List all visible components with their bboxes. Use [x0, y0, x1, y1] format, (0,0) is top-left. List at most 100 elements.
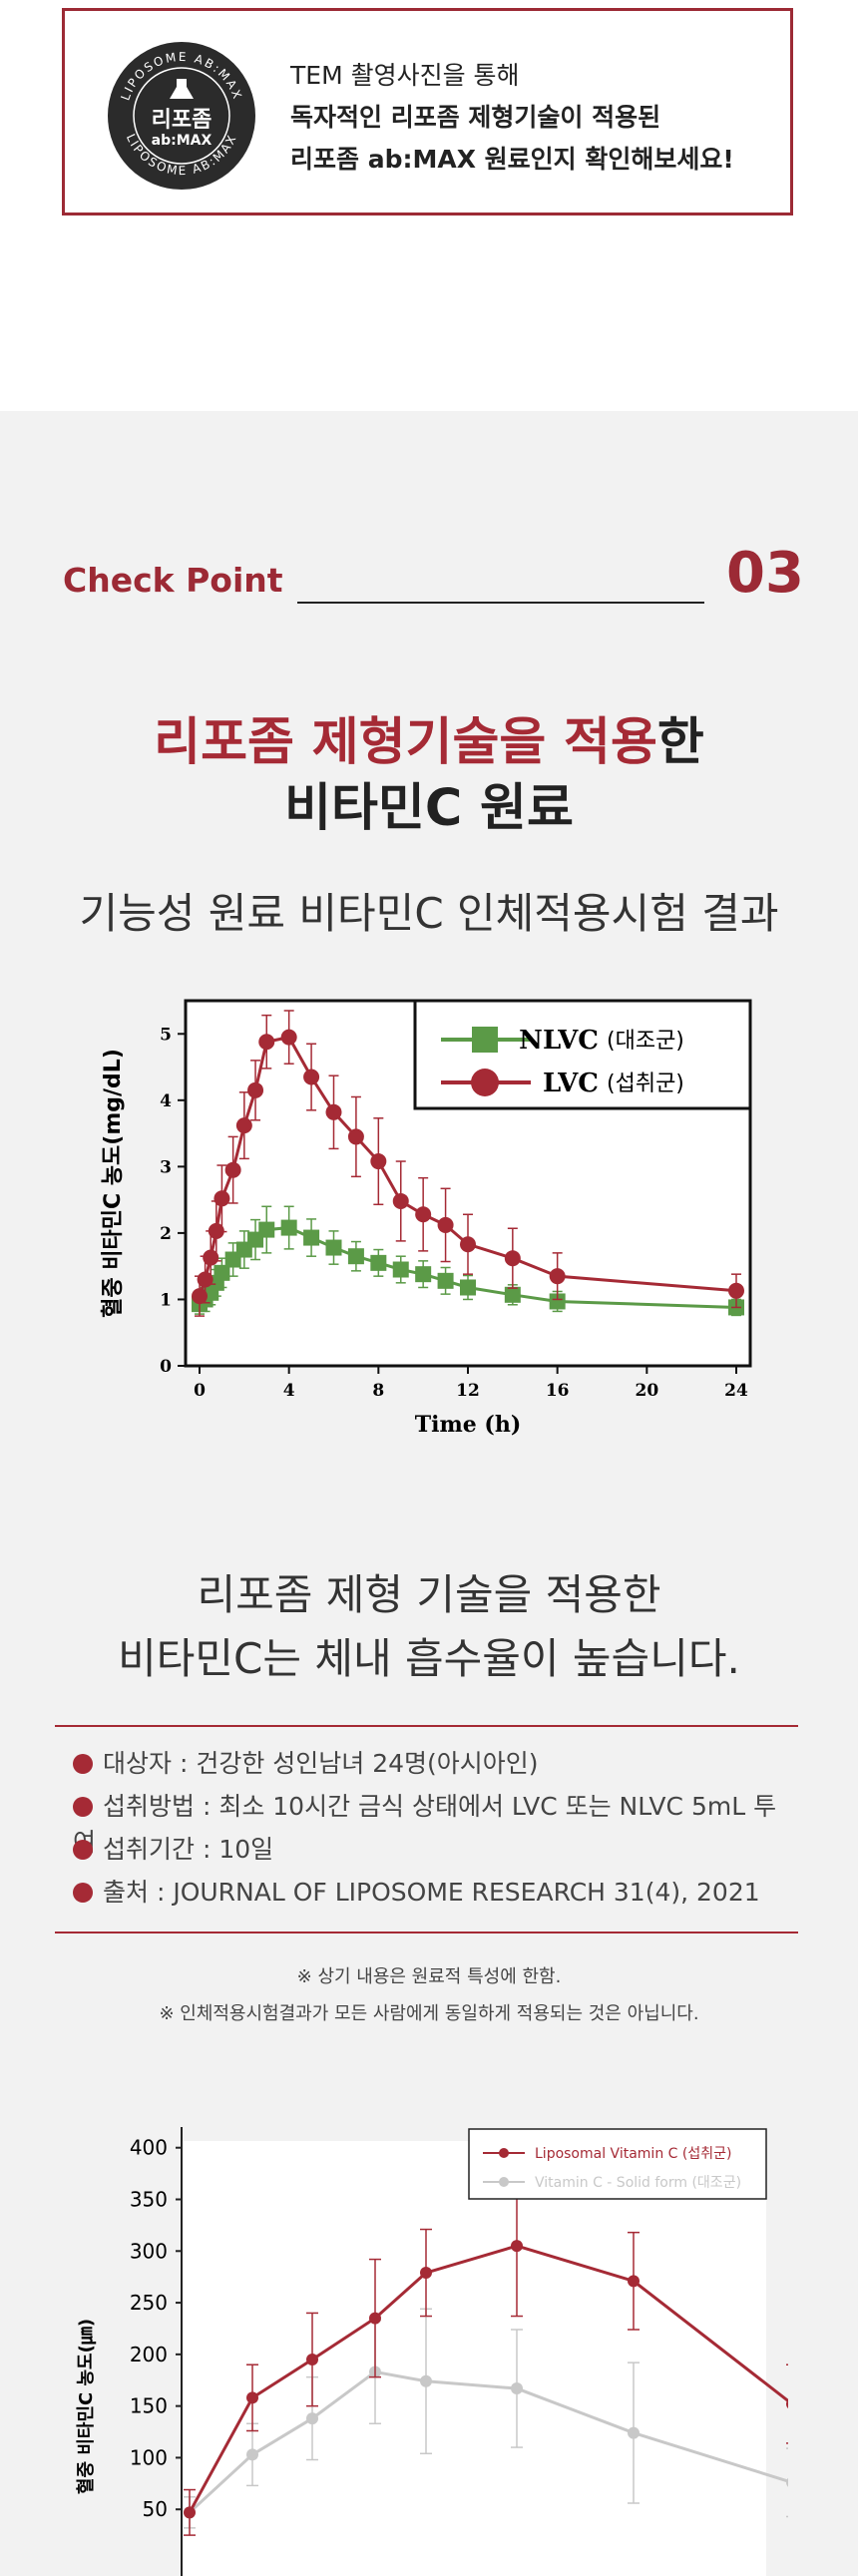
- info-row-subjects: 대상자 : 건강한 성인남녀 24명(아시아인): [73, 1744, 539, 1778]
- data-point-lvc: [347, 1128, 364, 1145]
- bullet-dot: [73, 1840, 93, 1860]
- data-point: [511, 2382, 523, 2395]
- data-point: [369, 2312, 381, 2325]
- data-point-nlvc: [460, 1279, 476, 1296]
- y-tick-label: 350: [130, 2188, 168, 2212]
- check-point-section: Check Point 03 리포좀 제형기술을 적용한 비타민C 원료 기능성…: [0, 411, 858, 2576]
- y-tick-label: 300: [130, 2239, 168, 2263]
- legend-marker: [499, 2148, 509, 2158]
- data-point-lvc: [415, 1206, 432, 1223]
- info-row-method: 섭취방법 : 최소 10시간 금식 상태에서 LVC 또는 NLVC 5mL 투…: [73, 1787, 798, 1857]
- subheadline: 기능성 원료 비타민C 인체적용시험 결과: [79, 889, 779, 938]
- bullet-dot: [73, 1754, 93, 1774]
- data-point-nlvc: [370, 1254, 387, 1271]
- data-point: [511, 2240, 523, 2253]
- data-point-nlvc: [392, 1261, 409, 1278]
- data-point-lvc: [214, 1190, 230, 1207]
- summary-line-1: 리포좀 제형 기술을 적용한: [197, 1570, 661, 1619]
- data-point-lvc: [224, 1161, 241, 1178]
- data-point: [306, 2354, 318, 2366]
- svg-text:리포좀: 리포좀: [152, 108, 213, 133]
- data-point-lvc: [460, 1236, 476, 1253]
- top-white-area: LIPOSOME AB:MAX LIPOSOME AB:MAX 리포좀 ab:M…: [0, 0, 858, 411]
- data-point-lvc: [247, 1081, 264, 1098]
- info-row-period: 섭취기간 : 10일: [73, 1830, 273, 1864]
- legend-label: LVC: [543, 1069, 599, 1098]
- check-point-divider: [297, 602, 704, 604]
- data-point-lvc: [392, 1192, 409, 1209]
- legend-label-suffix: (섭취군): [607, 1072, 684, 1096]
- data-point-nlvc: [415, 1266, 432, 1283]
- x-tick-label: 16: [546, 1381, 570, 1401]
- x-tick-label: 8: [372, 1381, 384, 1401]
- summary-text: 리포좀 제형 기술을 적용한 비타민C는 체내 흡수율이 높습니다.: [0, 1563, 858, 1691]
- y-tick-label: 50: [143, 2497, 168, 2521]
- y-tick-label: 1: [160, 1290, 172, 1310]
- check-point-number: 03: [726, 541, 804, 606]
- info-row-source: 출처 : JOURNAL OF LIPOSOME RESEARCH 31(4),…: [73, 1873, 760, 1907]
- data-point: [420, 2374, 432, 2387]
- y-tick-label: 400: [130, 2136, 168, 2160]
- data-point-lvc: [280, 1029, 297, 1046]
- headline-black-text: 한: [656, 713, 704, 772]
- summary-line-2: 비타민C는 체내 흡수율이 높습니다.: [118, 1634, 740, 1683]
- bullet-dot: [73, 1797, 93, 1817]
- data-point: [628, 2426, 640, 2439]
- data-point-lvc: [303, 1069, 320, 1085]
- data-point-nlvc: [214, 1264, 230, 1281]
- data-point-lvc: [203, 1249, 219, 1266]
- data-point-lvc: [208, 1222, 224, 1239]
- data-point-nlvc: [437, 1272, 454, 1289]
- headline-line-1: 리포좀 제형기술을 적용한: [0, 710, 858, 776]
- y-axis-label: 혈중 비타민C 농도(㎛): [75, 2319, 97, 2494]
- y-tick-label: 2: [160, 1224, 172, 1244]
- data-point-lvc: [235, 1117, 252, 1134]
- data-point: [420, 2267, 432, 2280]
- series-line: [188, 2369, 788, 2514]
- data-point-lvc: [325, 1103, 342, 1120]
- notice-text: TEM 촬영사진을 통해 독자적인 리포좀 제형기술이 적용된 리포좀 ab:M…: [290, 55, 734, 181]
- legend-label: Vitamin C - Solid form (대조군): [535, 2175, 741, 2191]
- chart-legend: Liposomal Vitamin C (섭취군) Vitamin C - Sol…: [468, 2128, 767, 2200]
- data-point-lvc: [258, 1034, 275, 1051]
- legend-box: [413, 999, 752, 1110]
- notice-line-1: TEM 촬영사진을 통해: [290, 61, 520, 90]
- chart-legend: NLVC (대조군) LVC (섭취군): [413, 999, 752, 1110]
- plot-area: [182, 2141, 766, 2576]
- data-point: [246, 2448, 258, 2461]
- data-point-nlvc: [280, 1219, 297, 1236]
- data-point-nlvc: [347, 1248, 364, 1265]
- data-point-lvc: [549, 1268, 566, 1285]
- y-tick-label: 3: [160, 1157, 172, 1177]
- data-point: [786, 2399, 788, 2409]
- legend-marker: [499, 2177, 509, 2187]
- data-point: [306, 2412, 318, 2425]
- notice-line-3: 리포좀 ab:MAX 원료인지 확인해보세요!: [290, 145, 734, 174]
- check-point-label: Check Point: [63, 561, 283, 600]
- liposome-badge-logo: LIPOSOME AB:MAX LIPOSOME AB:MAX 리포좀 ab:M…: [108, 42, 255, 190]
- legend-label: NLVC: [519, 1026, 599, 1056]
- data-point-lvc: [728, 1282, 744, 1299]
- data-point-nlvc: [325, 1239, 342, 1256]
- data-point-nlvc: [258, 1221, 275, 1238]
- y-axis-label: 혈중 비타민C 농도(mg/dL): [101, 1049, 126, 1318]
- legend-label-suffix: (대조군): [607, 1029, 684, 1054]
- headline-line-2: 비타민C 원료: [284, 779, 574, 838]
- headline-red-text: 리포좀 제형기술을 적용: [154, 713, 657, 772]
- y-tick-label: 150: [130, 2394, 168, 2418]
- y-tick-label: 5: [160, 1025, 172, 1045]
- notice-line-2: 독자적인 리포좀 제형기술이 적용된: [290, 103, 661, 132]
- legend-label: Liposomal Vitamin C (섭취군): [535, 2146, 731, 2162]
- data-point-nlvc: [504, 1286, 521, 1303]
- data-point-nlvc: [303, 1229, 320, 1246]
- x-tick-label: 0: [194, 1381, 206, 1401]
- y-tick-label: 250: [130, 2291, 168, 2315]
- legend-box: [468, 2128, 767, 2200]
- y-tick-label: 100: [130, 2445, 168, 2469]
- y-tick-label: 0: [160, 1357, 172, 1377]
- series-line: [188, 2244, 788, 2514]
- disclaimer-note-2: ※ 인체적용시험결과가 모든 사람에게 동일하게 적용되는 것은 아닙니다.: [159, 2003, 699, 2024]
- liposomal-vitamin-c-chart: 50 100 150 200 250 300 350 400 혈중 비타민C 농도(㎛) Lipo…: [75, 2127, 788, 2576]
- bullet-dot: [73, 1883, 93, 1903]
